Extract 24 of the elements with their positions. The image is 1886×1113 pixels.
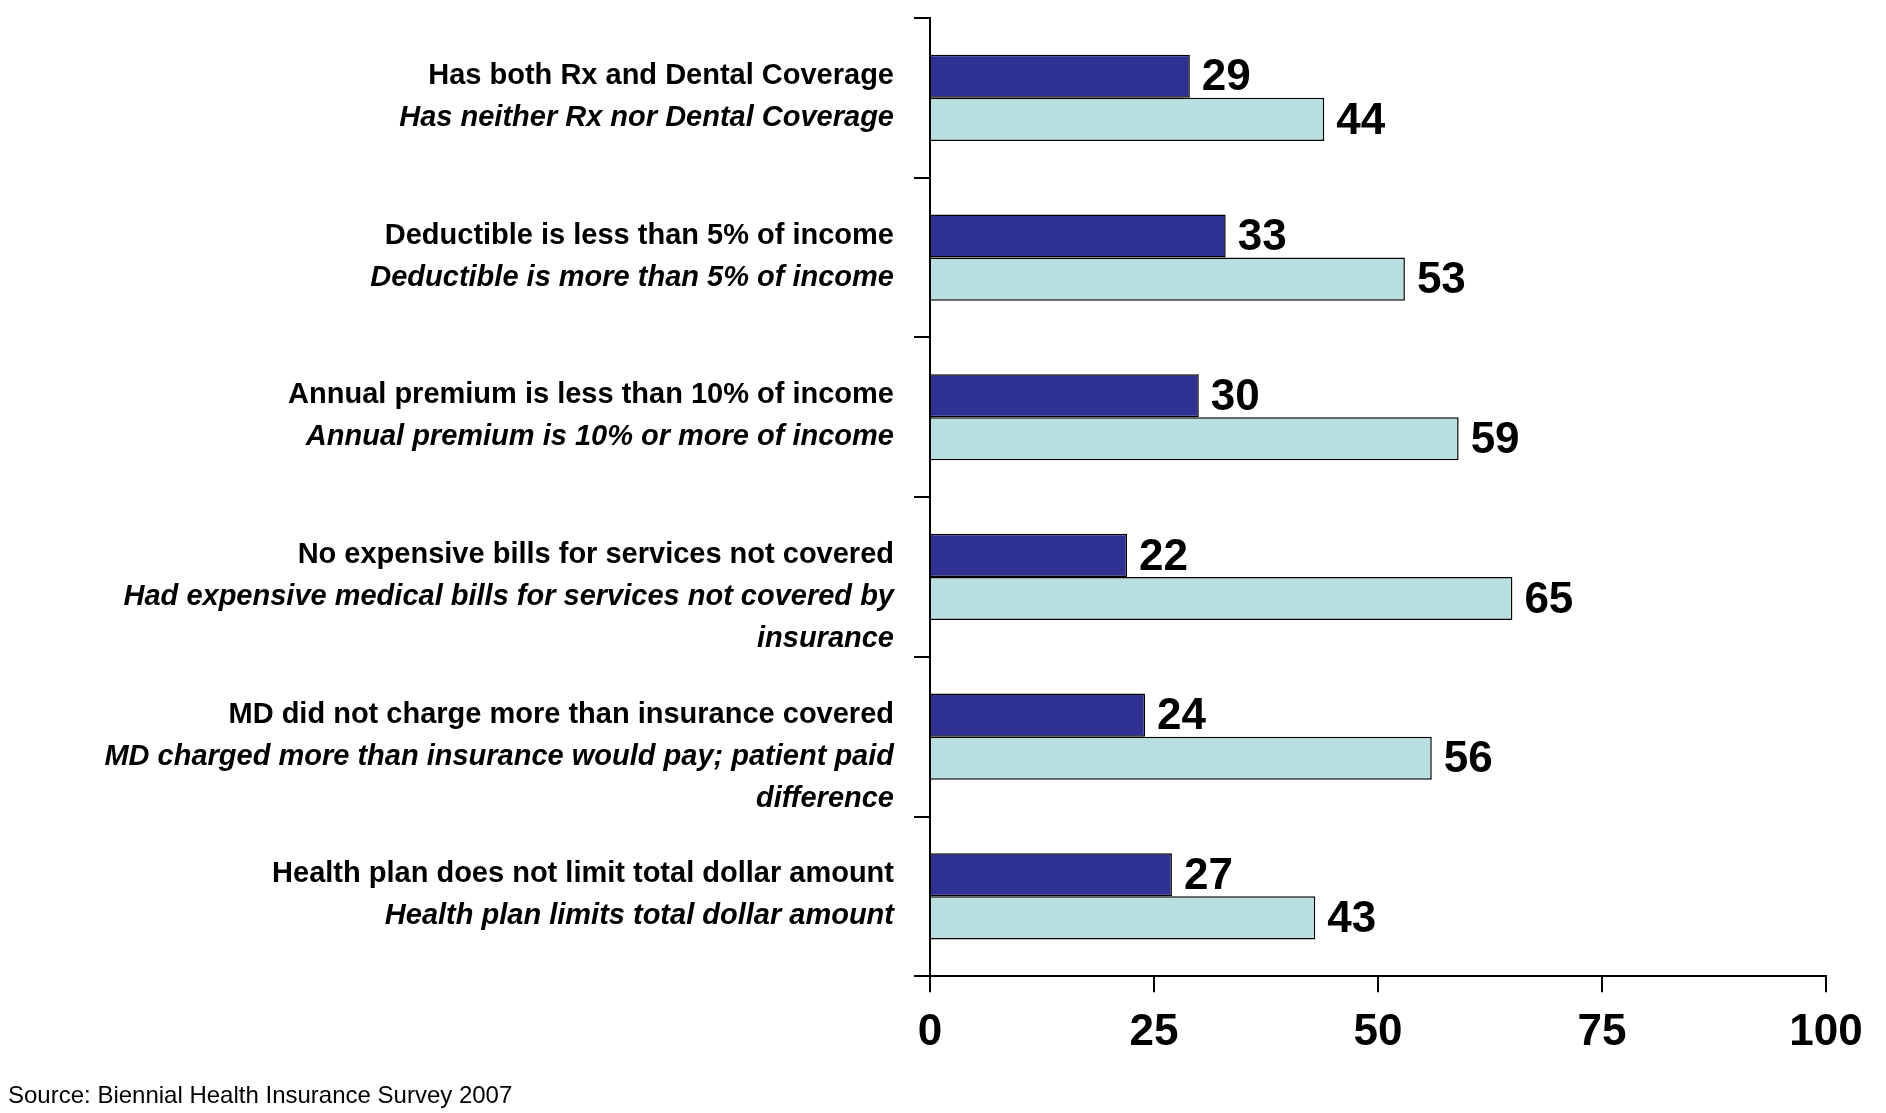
data-label: 24 <box>1157 689 1207 739</box>
data-label: 43 <box>1327 892 1377 942</box>
data-label: 33 <box>1237 210 1287 260</box>
y-tick-label: Annual premium is less than 10% of income Annual premium is 10% or more of income <box>288 377 894 452</box>
y-tick-label: Deductible is less than 5% of income Deductible is more than 5% of income <box>370 217 894 292</box>
x-tick-label: 0 <box>917 1004 943 1054</box>
y-tick-label: Health plan does not limit total dollar amount Health plan limits total dollar amount <box>272 856 896 931</box>
x-tick-label: 75 <box>1577 1004 1627 1054</box>
x-tick-label: 100 <box>1789 1004 1863 1054</box>
x-tick-label: 25 <box>1129 1004 1179 1054</box>
y-tick-label: No expensive bills for services not covered Had expensive medical bills for services not covered by insurance <box>123 536 896 653</box>
data-label: 59 <box>1470 412 1520 462</box>
data-label: 29 <box>1201 50 1251 100</box>
data-label: 27 <box>1183 848 1233 898</box>
data-label: 30 <box>1210 369 1260 419</box>
data-label: 44 <box>1336 93 1386 143</box>
x-tick-label: 50 <box>1353 1004 1403 1054</box>
data-label: 65 <box>1524 572 1574 622</box>
data-label: 56 <box>1443 732 1493 782</box>
y-tick-label: MD did not charge more than insurance covered MD charged more than insurance would pay; patient paid difference <box>104 696 896 813</box>
data-label: 22 <box>1139 529 1189 579</box>
data-label: 53 <box>1416 253 1466 303</box>
source-note: Source: Biennial Health Insurance Survey 2007 <box>8 1080 513 1108</box>
y-tick-label: Has both Rx and Dental Coverage Has neither Rx nor Dental Coverage <box>399 57 894 132</box>
